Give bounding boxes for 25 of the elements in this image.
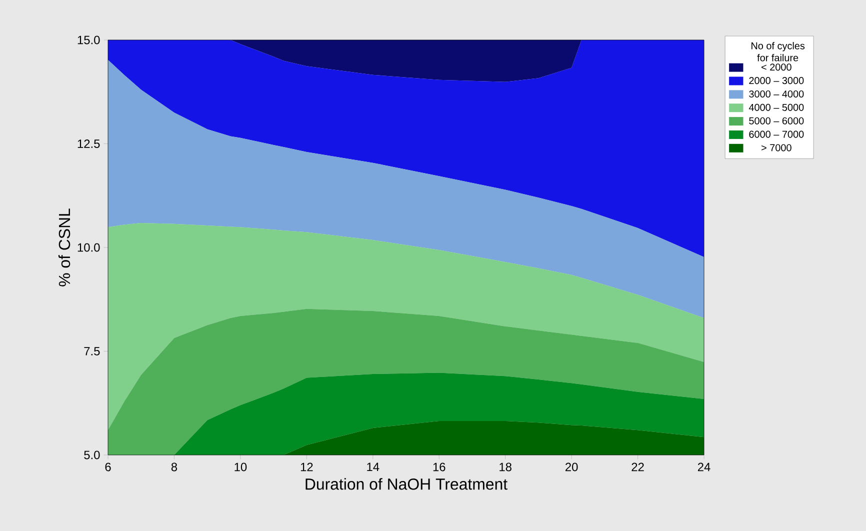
legend-label: > 7000 (762, 144, 792, 152)
x-tick-label: 6 (105, 462, 111, 472)
x-tick-label: 8 (171, 462, 178, 472)
y-tick-label: 10.0 (78, 243, 100, 252)
legend-label: < 2000 (762, 64, 792, 71)
legend-label: 3000 – 4000 (749, 90, 804, 98)
x-tick-label: 24 (698, 462, 710, 472)
x-tick-label: 20 (566, 462, 578, 472)
legend-title: No of cycles for failure (752, 42, 805, 62)
y-tick-label: 12.5 (78, 140, 100, 148)
y-tick-label: 5.0 (84, 450, 100, 460)
x-tick-label: 18 (500, 462, 512, 472)
x-tick-label: 16 (433, 462, 446, 472)
x-tick-label: 12 (300, 462, 313, 472)
y-axis-title: % of CSNL (58, 208, 70, 286)
x-tick-label: 10 (234, 462, 247, 472)
x-tick-label: 22 (632, 462, 644, 472)
y-tick-label: 7.5 (84, 347, 100, 356)
x-axis-title: Duration of NaOH Treatment (306, 478, 508, 490)
legend-label: 5000 – 6000 (749, 117, 804, 124)
x-tick-label: 14 (367, 462, 380, 471)
legend-label: 6000 – 7000 (749, 130, 804, 138)
legend-label: 2000 – 3000 (749, 77, 804, 84)
y-tick-label: 15.0 (78, 36, 100, 44)
legend-label: 4000 – 5000 (748, 104, 804, 111)
